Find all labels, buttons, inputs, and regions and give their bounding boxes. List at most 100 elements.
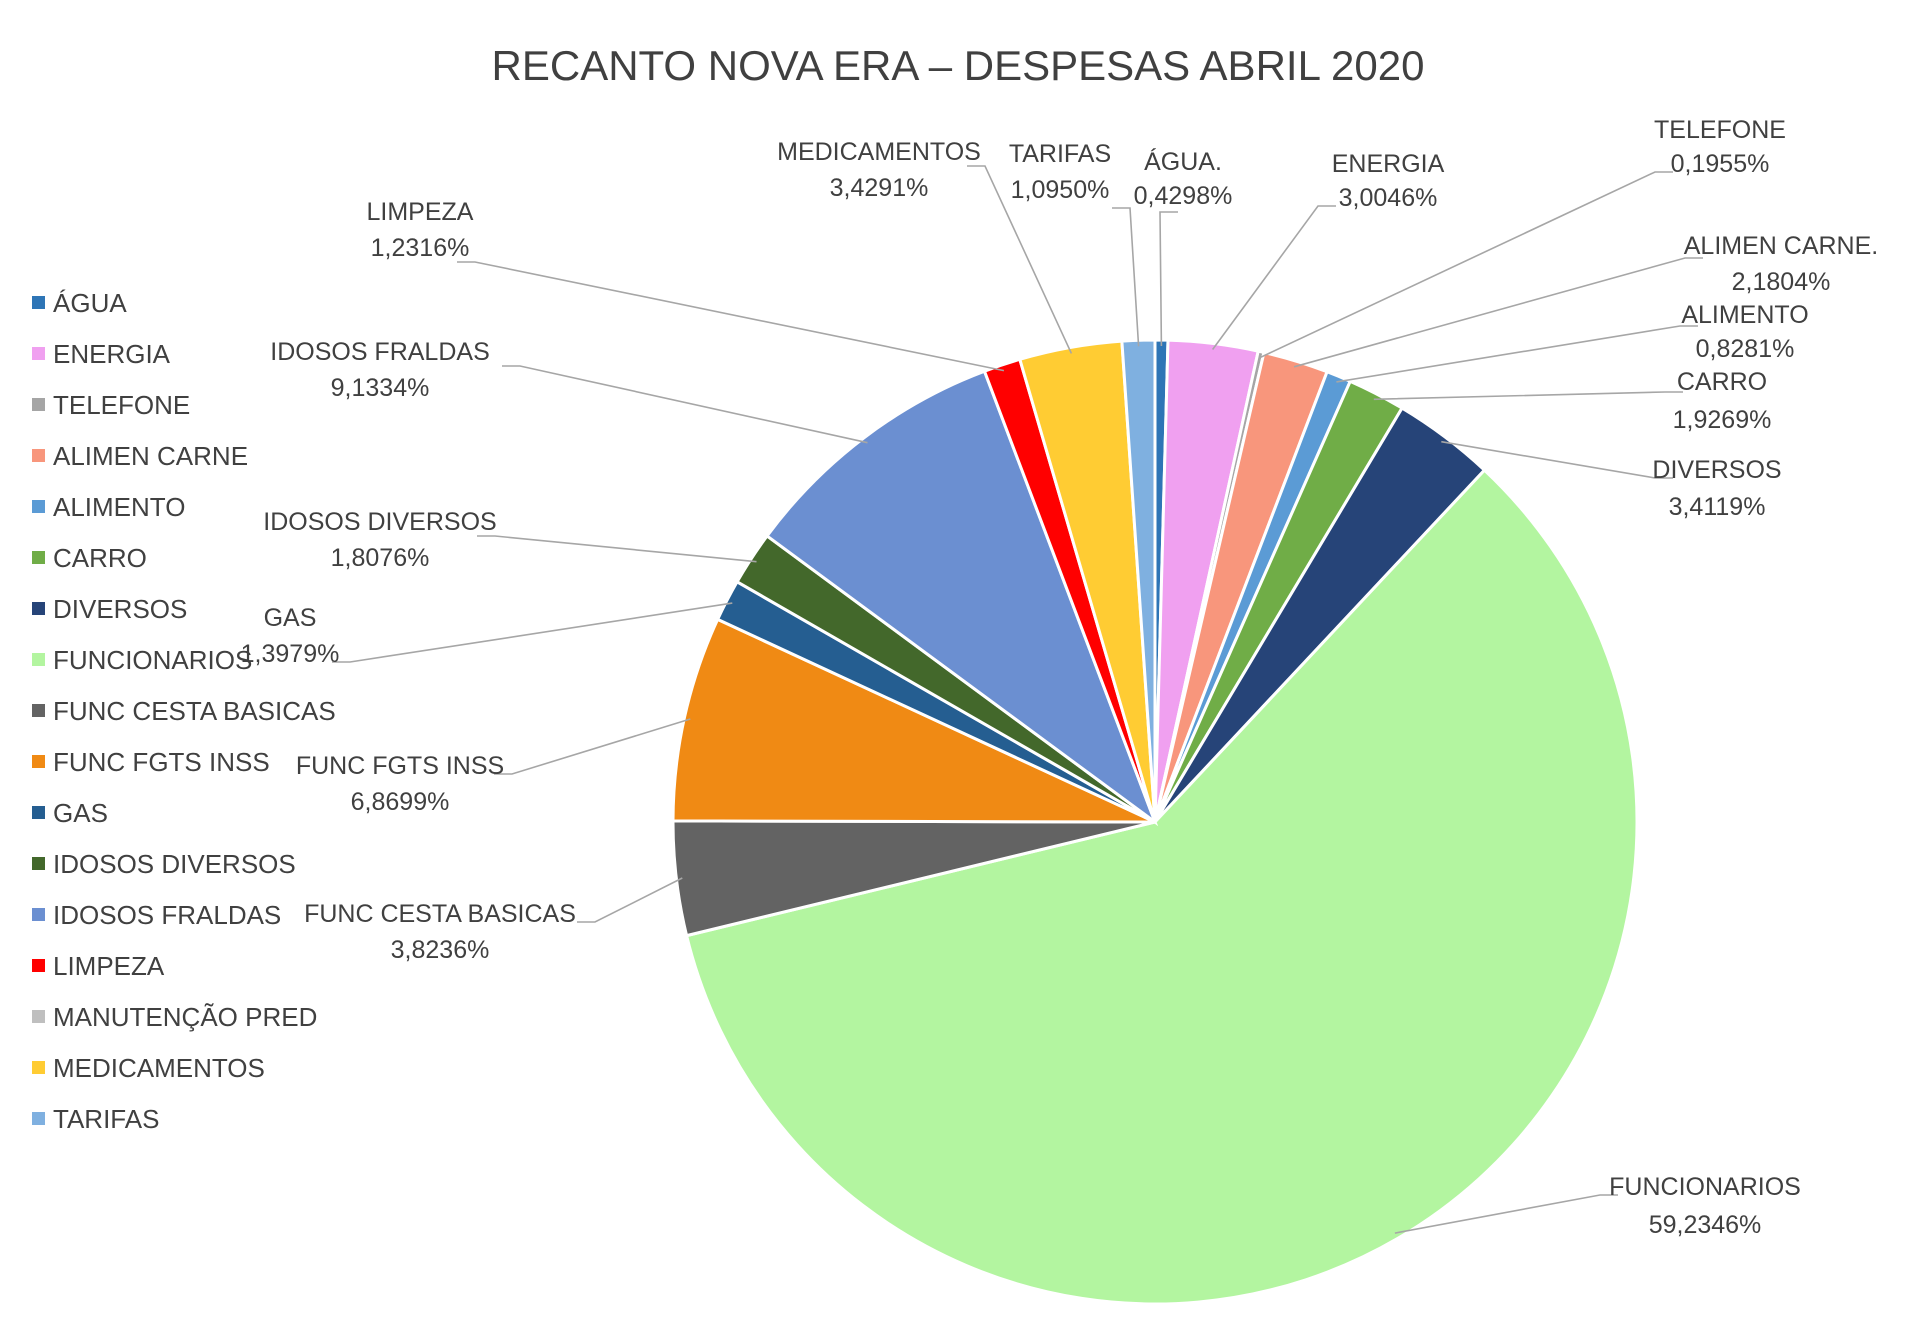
legend-label: MANUTENÇÃO PRED — [53, 1002, 317, 1032]
leader-line-func-cesta-basicas — [577, 877, 683, 923]
legend-swatch — [32, 296, 45, 309]
leader-line-funcionarios — [1394, 1194, 1618, 1234]
pie-slices — [671, 338, 1639, 1306]
legend-item-manutencao-pred: MANUTENÇÃO PRED — [32, 1002, 317, 1032]
legend-item-carro: CARRO — [32, 543, 147, 573]
leader-line-idosos-fraldas — [502, 365, 868, 444]
data-label-name-idosos-fraldas: IDOSOS FRALDAS — [270, 338, 490, 366]
data-label-value-func-fgts-inss: 6,8699% — [351, 788, 450, 816]
legend-swatch — [32, 908, 45, 921]
data-label-name-carro: CARRO — [1677, 368, 1767, 396]
legend-swatch — [32, 602, 45, 615]
leader-line-idosos-diversos — [477, 535, 757, 563]
data-label-value-agua: 0,4298% — [1134, 182, 1233, 210]
legend-swatch — [32, 551, 45, 564]
data-label-value-energia: 3,0046% — [1339, 184, 1438, 212]
legend-item-idosos-fraldas: IDOSOS FRALDAS — [32, 900, 281, 930]
leader-line-diversos — [1441, 440, 1673, 479]
data-label-name-telefone: TELEFONE — [1654, 116, 1786, 144]
leader-line-telefone — [1259, 171, 1673, 359]
legend-label: FUNCIONARIOS — [53, 645, 252, 675]
slice-funcionarios — [684, 468, 1639, 1306]
legend-swatch — [32, 806, 45, 819]
legend-label: FUNC CESTA BASICAS — [53, 696, 336, 726]
legend-label: CARRO — [53, 543, 147, 573]
data-label-value-idosos-fraldas: 9,1334% — [331, 374, 430, 402]
legend-swatch — [32, 959, 45, 972]
data-label-name-alimen-carne: ALIMEN CARNE. — [1684, 232, 1878, 260]
data-label-name-funcionarios: FUNCIONARIOS — [1609, 1173, 1801, 1201]
data-label-name-diversos: DIVERSOS — [1652, 456, 1781, 484]
legend-swatch — [32, 755, 45, 768]
legend-item-funcionarios: FUNCIONARIOS — [32, 645, 252, 675]
data-label-value-alimen-carne: 2,1804% — [1732, 268, 1831, 296]
legend-label: TARIFAS — [53, 1104, 159, 1134]
legend-item-tarifas: TARIFAS — [32, 1104, 159, 1134]
legend-item-medicamentos: MEDICAMENTOS — [32, 1053, 265, 1083]
data-label-value-idosos-diversos: 1,8076% — [331, 544, 430, 572]
data-label-name-func-cesta-basicas: FUNC CESTA BASICAS — [304, 900, 576, 928]
slice-func-fgts-inss — [671, 617, 1156, 824]
legend-label: ÁGUA — [53, 288, 127, 318]
legend-label: GAS — [53, 798, 108, 828]
data-label-value-limpeza: 1,2316% — [371, 234, 470, 262]
data-label-value-func-cesta-basicas: 3,8236% — [391, 936, 490, 964]
data-label-value-carro: 1,9269% — [1673, 406, 1772, 434]
legend-item-idosos-diversos: IDOSOS DIVERSOS — [32, 849, 296, 879]
legend-label: LIMPEZA — [53, 951, 165, 981]
data-labels: ÁGUA. 0,4298% ENERGIA 3,0046% TELEFONE 0,1955… — [241, 116, 1879, 1239]
legend-swatch — [32, 449, 45, 462]
data-label-name-alimento: ALIMENTO — [1681, 301, 1808, 329]
leader-line-alimento — [1336, 325, 1698, 383]
leader-lines — [332, 165, 1703, 1234]
data-label-name-func-fgts-inss: FUNC FGTS INSS — [296, 752, 504, 780]
legend-item-limpeza: LIMPEZA — [32, 951, 165, 981]
legend-swatch — [32, 347, 45, 360]
leader-line-energia — [1211, 205, 1336, 350]
legend-label: IDOSOS DIVERSOS — [53, 849, 296, 879]
data-label-name-idosos-diversos: IDOSOS DIVERSOS — [263, 508, 496, 536]
legend-swatch — [32, 398, 45, 411]
data-label-name-energia: ENERGIA — [1332, 150, 1445, 178]
data-label-value-alimento: 0,8281% — [1696, 335, 1795, 363]
slice-idosos-fraldas — [764, 369, 1159, 827]
legend-label: DIVERSOS — [53, 594, 187, 624]
legend-label: ALIMEN CARNE — [53, 441, 248, 471]
leader-line-tarifas — [1112, 207, 1140, 347]
legend-item-func-cesta-basicas: FUNC CESTA BASICAS — [32, 696, 336, 726]
legend-swatch — [32, 704, 45, 717]
legend-label: TELEFONE — [53, 390, 190, 420]
legend-label: MEDICAMENTOS — [53, 1053, 265, 1083]
legend-swatch — [32, 1112, 45, 1125]
data-label-value-gas: 1,3979% — [241, 640, 340, 668]
data-label-value-medicamentos: 3,4291% — [830, 174, 929, 202]
data-label-name-limpeza: LIMPEZA — [367, 198, 474, 226]
legend: ÁGUA ENERGIA TELEFONE ALIMEN CARNE ALIMENTO C… — [32, 288, 336, 1134]
legend-item-energia: ENERGIA — [32, 339, 171, 369]
legend-item-gas: GAS — [32, 798, 108, 828]
legend-swatch — [32, 1061, 45, 1074]
data-label-value-funcionarios: 59,2346% — [1649, 1211, 1762, 1239]
data-label-name-gas: GAS — [264, 604, 317, 632]
data-label-value-telefone: 0,1955% — [1671, 150, 1770, 178]
legend-item-diversos: DIVERSOS — [32, 594, 187, 624]
legend-label: ALIMENTO — [53, 492, 185, 522]
legend-swatch — [32, 1010, 45, 1023]
leader-line-func-fgts-inss — [494, 718, 691, 775]
leader-line-carro — [1373, 391, 1683, 401]
legend-swatch — [32, 857, 45, 870]
legend-item-func-fgts-inss: FUNC FGTS INSS — [32, 747, 270, 777]
legend-label: FUNC FGTS INSS — [53, 747, 270, 777]
leader-line-agua — [1159, 211, 1178, 347]
leader-line-limpeza — [457, 261, 1005, 372]
leader-line-alimen-carne — [1293, 257, 1703, 368]
legend-swatch — [32, 653, 45, 666]
leader-line-gas — [332, 602, 733, 663]
data-label-name-agua: ÁGUA. — [1144, 147, 1222, 176]
legend-item-alimen-carne: ALIMEN CARNE — [32, 441, 248, 471]
data-label-value-diversos: 3,4119% — [1669, 493, 1766, 521]
chart-title: RECANTO NOVA ERA – DESPESAS ABRIL 2020 — [492, 42, 1425, 89]
data-label-name-medicamentos: MEDICAMENTOS — [777, 138, 981, 166]
